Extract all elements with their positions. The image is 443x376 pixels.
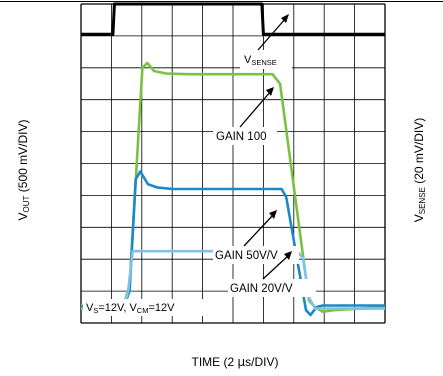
annotation-gain50: GAIN 50V/V (213, 210, 299, 264)
arrowhead-gain100-icon (266, 87, 274, 96)
annotation-gain100: GAIN 100 (213, 87, 277, 145)
arrow-gain100 (239, 90, 272, 128)
annotation-gain20: GAIN 20V/V (228, 251, 316, 297)
arrowhead-vsense-icon (281, 14, 289, 23)
x-axis-label: TIME (2 µs/DIV) (192, 355, 279, 369)
svg-text:VS=12V, VCM=12V: VS=12V, VCM=12V (86, 302, 175, 315)
series-line-vsense (81, 2, 385, 36)
series-line-gain-20v-v (81, 249, 385, 310)
arrowhead-gain20-icon (284, 251, 292, 260)
arrow-vsense (257, 17, 287, 51)
series-line-gain-50v-v (81, 170, 385, 317)
series-layer (81, 2, 386, 317)
svg-text:GAIN 20V/V: GAIN 20V/V (230, 283, 293, 295)
arrow-gain20 (262, 254, 290, 280)
right-axis-label: VSENSE (20 mV/DIV) (412, 118, 427, 223)
svg-text:VSENSE: VSENSE (244, 54, 277, 67)
arrowhead-gain50-icon (269, 210, 277, 219)
arrow-gain50 (243, 213, 275, 247)
plot-grid (80, 3, 386, 324)
annotation-vsense: VSENSE (240, 14, 292, 69)
svg-text:GAIN 100: GAIN 100 (216, 131, 267, 143)
test-condition: VS=12V, VCM=12V (83, 299, 218, 316)
svg-text:GAIN 50V/V: GAIN 50V/V (215, 250, 278, 262)
left-axis-label: VOUT (500 mV/DIV) (16, 120, 31, 221)
